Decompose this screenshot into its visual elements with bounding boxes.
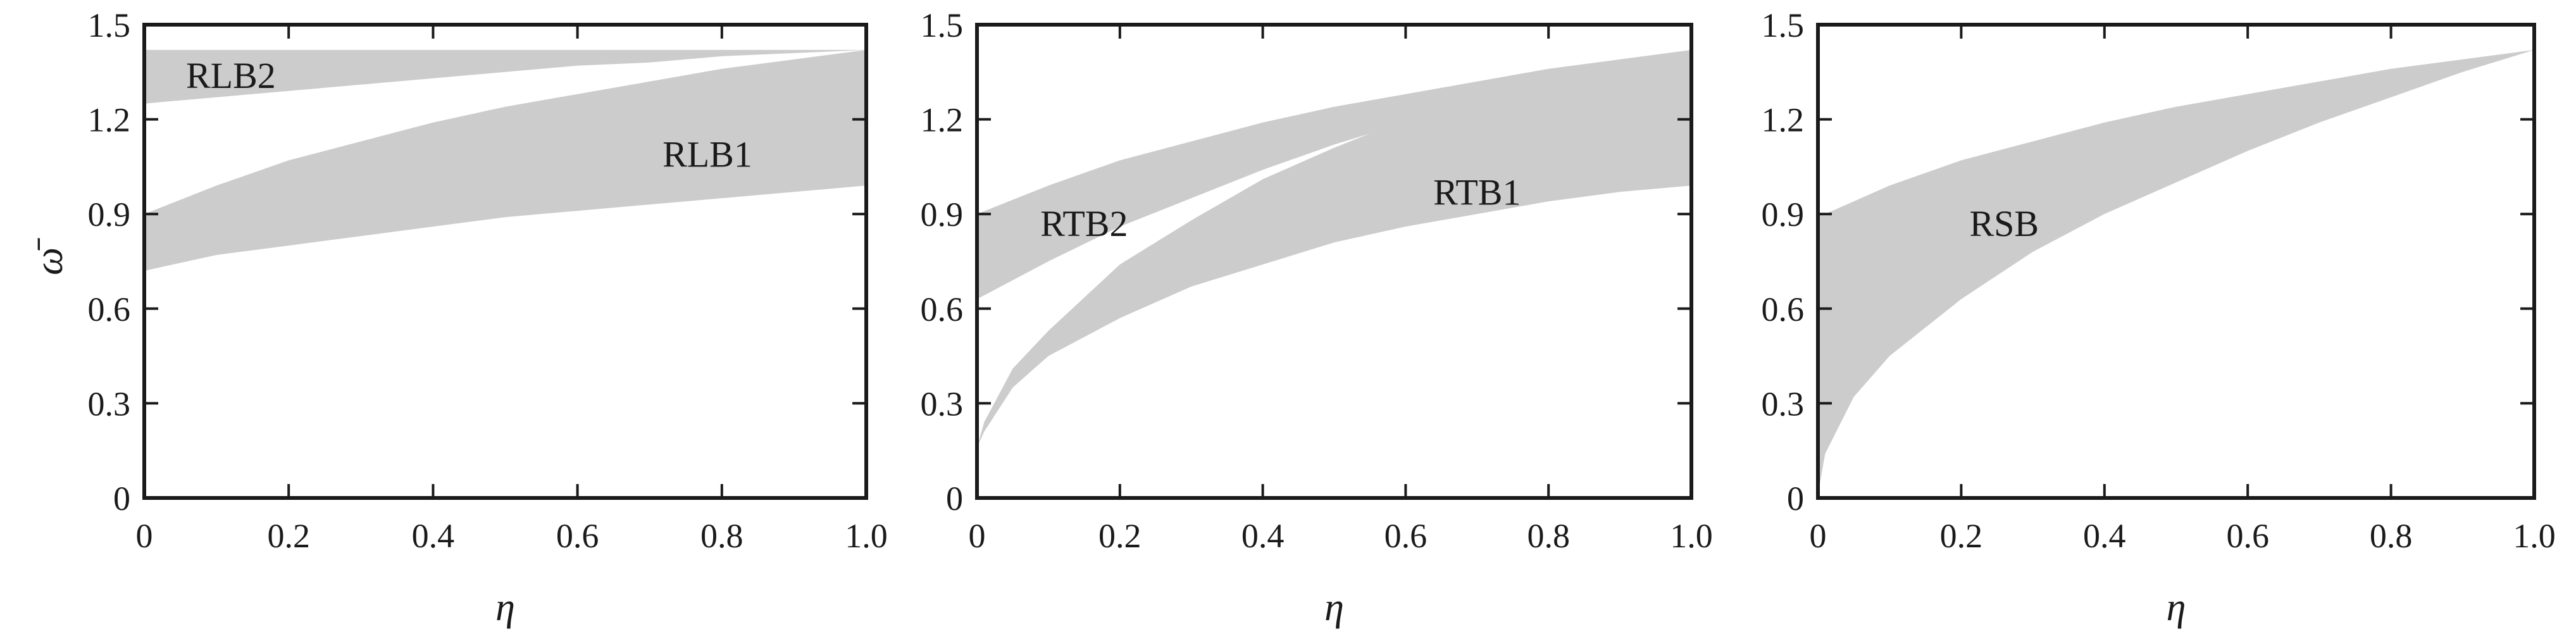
y-tick-label: 0 <box>946 480 963 518</box>
plot-frame <box>975 23 1693 500</box>
panel-2: 0 0.2 0.4 0.6 0.8 1.0 0 0.3 0.6 0.9 1.2 1.5 η RTB2 RTB… <box>921 6 1713 629</box>
panels: 0 0.2 0.4 0.6 0.8 1.0 0 0.3 0.6 0.9 1.2 1.5 η ω̄ RLB2 R… <box>28 6 2556 629</box>
region-label-rlb1: RLB1 <box>663 134 752 175</box>
x-tick-label: 1.0 <box>1670 517 1713 555</box>
y-tick-label: 1.2 <box>88 101 131 139</box>
x-tick-label: 0.4 <box>412 517 455 555</box>
x-tick-label: 0.2 <box>1098 517 1142 555</box>
x-tick-label: 0.2 <box>1940 517 1983 555</box>
band-rlb2 <box>144 49 866 104</box>
plot-frame <box>142 23 868 500</box>
y-tick-label: 0.6 <box>1762 290 1805 328</box>
x-tick-label: 0.6 <box>556 517 599 555</box>
x-tick-label: 1.0 <box>845 517 888 555</box>
band-rtb1 <box>977 49 1691 448</box>
y-tick-label: 0 <box>1787 480 1804 518</box>
y-tick-label: 1.2 <box>1762 101 1805 139</box>
region-label-rsb: RSB <box>1969 203 2039 244</box>
region-label-rlb2: RLB2 <box>186 55 276 96</box>
x-tick-label: 0.6 <box>1384 517 1428 555</box>
y-tick-label: 0.9 <box>921 196 964 233</box>
band-rlb1 <box>144 49 866 271</box>
x-tick-label: 0 <box>969 517 986 555</box>
y-tick-label: 1.5 <box>1762 6 1805 44</box>
y-tick-label: 0 <box>113 480 130 518</box>
x-tick-label: 0 <box>136 517 153 555</box>
band-rsb <box>1818 49 2534 495</box>
region-label-rtb2: RTB2 <box>1040 203 1128 244</box>
x-tick-label: 0 <box>1810 517 1827 555</box>
y-tick-label: 0.3 <box>88 385 131 423</box>
panel-1: 0 0.2 0.4 0.6 0.8 1.0 0 0.3 0.6 0.9 1.2 1.5 η ω̄ RLB2 R… <box>28 6 888 629</box>
y-tick-label: 0.6 <box>921 290 964 328</box>
y-axis-label: ω̄ <box>28 237 71 275</box>
y-tick-label: 1.5 <box>921 6 964 44</box>
y-tick-label: 0.6 <box>88 290 131 328</box>
x-tick-label: 0.8 <box>2370 517 2413 555</box>
x-axis-label: η <box>2167 586 2186 629</box>
plot-frame <box>1816 23 2536 500</box>
region-label-rtb1: RTB1 <box>1433 171 1521 213</box>
y-tick-label: 0.3 <box>1762 385 1805 423</box>
x-tick-label: 1.0 <box>2513 517 2556 555</box>
y-tick-label: 1.2 <box>921 101 964 139</box>
y-tick-label: 0.9 <box>88 196 131 233</box>
x-axis-label: η <box>1324 586 1344 629</box>
x-tick-label: 0.8 <box>700 517 744 555</box>
x-tick-label: 0.2 <box>267 517 310 555</box>
panel-3: 0 0.2 0.4 0.6 0.8 1.0 0 0.3 0.6 0.9 1.2 1.5 η RSB <box>1762 6 2556 629</box>
y-tick-label: 0.3 <box>921 385 964 423</box>
x-tick-label: 0.4 <box>2083 517 2126 555</box>
x-tick-label: 0.4 <box>1241 517 1285 555</box>
y-tick-label: 0.9 <box>1762 196 1805 233</box>
x-tick-label: 0.6 <box>2226 517 2269 555</box>
x-axis-label: η <box>495 586 515 629</box>
x-tick-label: 0.8 <box>1527 517 1570 555</box>
y-tick-label: 1.5 <box>88 6 131 44</box>
band-rtb2 <box>977 49 1691 299</box>
